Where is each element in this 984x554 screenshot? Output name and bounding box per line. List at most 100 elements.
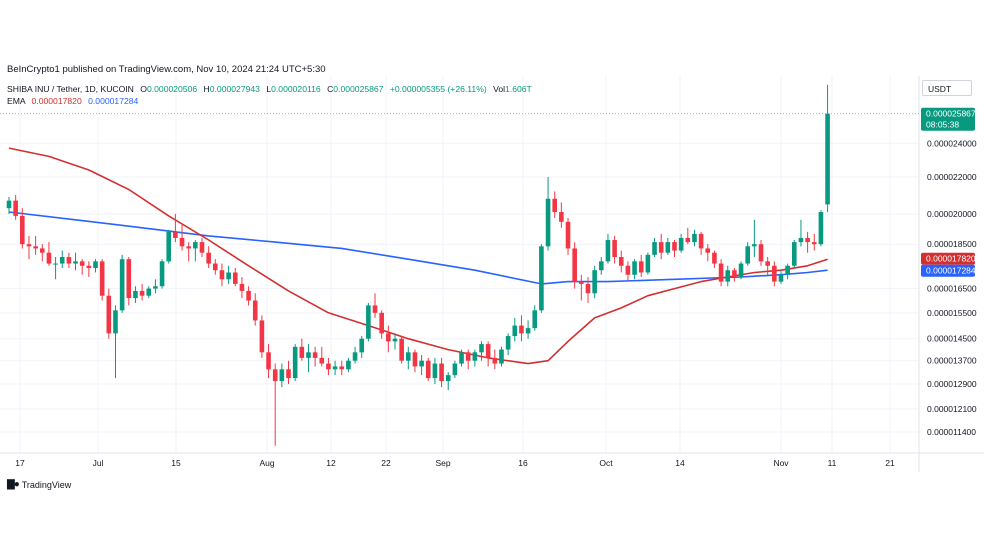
candle-body xyxy=(778,274,784,282)
candle xyxy=(352,346,358,364)
legend-open-label: O xyxy=(140,84,147,94)
candle xyxy=(605,233,611,264)
chart-legend: SHIBA INU / Tether, 1D, KUCOIN O0.000020… xyxy=(7,83,532,107)
candle-body xyxy=(292,346,298,379)
ema-fast-line xyxy=(8,147,828,365)
candle xyxy=(339,360,345,376)
candle xyxy=(66,252,72,268)
candle-body xyxy=(725,270,731,282)
candle xyxy=(738,261,744,280)
candle xyxy=(472,349,478,367)
candle xyxy=(166,229,172,264)
candle-body xyxy=(825,113,830,205)
legend-low-value: 0.000020116 xyxy=(271,84,321,94)
legend-symbol[interactable]: SHIBA INU / Tether, 1D, KUCOIN xyxy=(7,84,134,94)
chart-area[interactable]: 0.000024000 0.000022000 0.000020000 0.00001… xyxy=(0,76,984,472)
candle xyxy=(658,233,664,260)
candle-body xyxy=(319,357,325,364)
candle-body xyxy=(412,352,418,367)
candle xyxy=(259,315,265,358)
candle xyxy=(272,363,278,446)
candle xyxy=(13,195,18,220)
candle xyxy=(712,250,717,268)
candle-body xyxy=(645,254,651,273)
candle xyxy=(99,259,105,301)
candle xyxy=(732,267,737,282)
candle xyxy=(39,244,45,262)
candle-body xyxy=(519,325,524,334)
candle-body xyxy=(166,231,172,262)
candle xyxy=(379,310,384,339)
tradingview-logo-text: TradingView xyxy=(21,479,72,490)
candle-body xyxy=(559,212,564,222)
candle-body xyxy=(26,244,32,247)
candle xyxy=(725,265,731,287)
tradingview-logo[interactable]: ▇● TradingView xyxy=(7,479,71,490)
candle-body xyxy=(532,310,538,329)
candle-body xyxy=(612,240,617,257)
candle-body xyxy=(272,369,278,382)
candle-body xyxy=(193,242,198,249)
ema-fast-tag: 0.000017820 xyxy=(921,252,976,265)
candle-body xyxy=(625,265,631,275)
candle-body xyxy=(392,338,398,342)
x-tick-label: 11 xyxy=(828,458,837,468)
candle xyxy=(459,349,464,367)
x-tick-label: 15 xyxy=(171,458,181,468)
candle xyxy=(319,346,325,367)
candle-body xyxy=(352,352,358,361)
candle-body xyxy=(179,237,185,247)
legend-low-label: L xyxy=(266,84,272,94)
candle xyxy=(705,244,711,262)
candle-body xyxy=(672,242,677,251)
legend-ema-label[interactable]: EMA xyxy=(7,96,26,106)
candle xyxy=(252,293,258,326)
candle xyxy=(492,349,498,370)
candle-body xyxy=(53,263,58,265)
x-tick-label: 21 xyxy=(885,458,895,468)
candle xyxy=(372,293,378,318)
y-tick-label: 0.000012100 xyxy=(927,404,977,414)
x-tick-label: Sep xyxy=(435,458,450,468)
legend-open-value: 0.000020506 xyxy=(146,84,198,94)
candle-body xyxy=(66,256,72,264)
candle xyxy=(439,357,444,388)
candle-body xyxy=(712,252,717,264)
currency-button[interactable]: USDT xyxy=(922,80,972,96)
ema-slow-line xyxy=(8,211,828,285)
candle xyxy=(539,244,544,313)
candlestick-chart[interactable]: 0.000024000 0.000022000 0.000020000 0.00001… xyxy=(0,76,984,472)
candle-body xyxy=(479,344,484,353)
legend-high-value: 0.000027943 xyxy=(209,84,260,94)
candle-body xyxy=(346,360,351,370)
grid-lines xyxy=(0,76,919,453)
candle xyxy=(811,233,817,251)
candle-body xyxy=(585,283,591,294)
x-tick-label: Oct xyxy=(599,458,613,468)
candle xyxy=(386,325,391,353)
candle-body xyxy=(266,352,271,370)
candle-body xyxy=(459,352,464,364)
candle-body xyxy=(339,366,345,370)
ema-slow-tag-value: 0.000017284 xyxy=(926,266,976,276)
candle-body xyxy=(13,200,18,216)
candle xyxy=(692,229,697,247)
candle-body xyxy=(772,265,777,282)
candle-body xyxy=(93,261,98,268)
candle xyxy=(638,254,644,278)
ema-slow-tag-bg xyxy=(921,264,975,277)
candle xyxy=(179,223,185,251)
candle-body xyxy=(632,261,637,275)
legend-close-label: C xyxy=(327,84,334,94)
candle xyxy=(159,259,165,289)
candle xyxy=(585,277,591,303)
candle-body xyxy=(73,261,78,264)
publisher-line: BeInCrypto1 published on TradingView.com… xyxy=(7,64,326,75)
legend-volume-label: Vol xyxy=(493,84,506,94)
ema-fast-tag-bg xyxy=(921,252,975,265)
candle xyxy=(332,360,338,376)
candle xyxy=(219,263,225,287)
candle xyxy=(465,349,471,370)
candle-body xyxy=(738,263,744,278)
candle xyxy=(745,242,751,266)
